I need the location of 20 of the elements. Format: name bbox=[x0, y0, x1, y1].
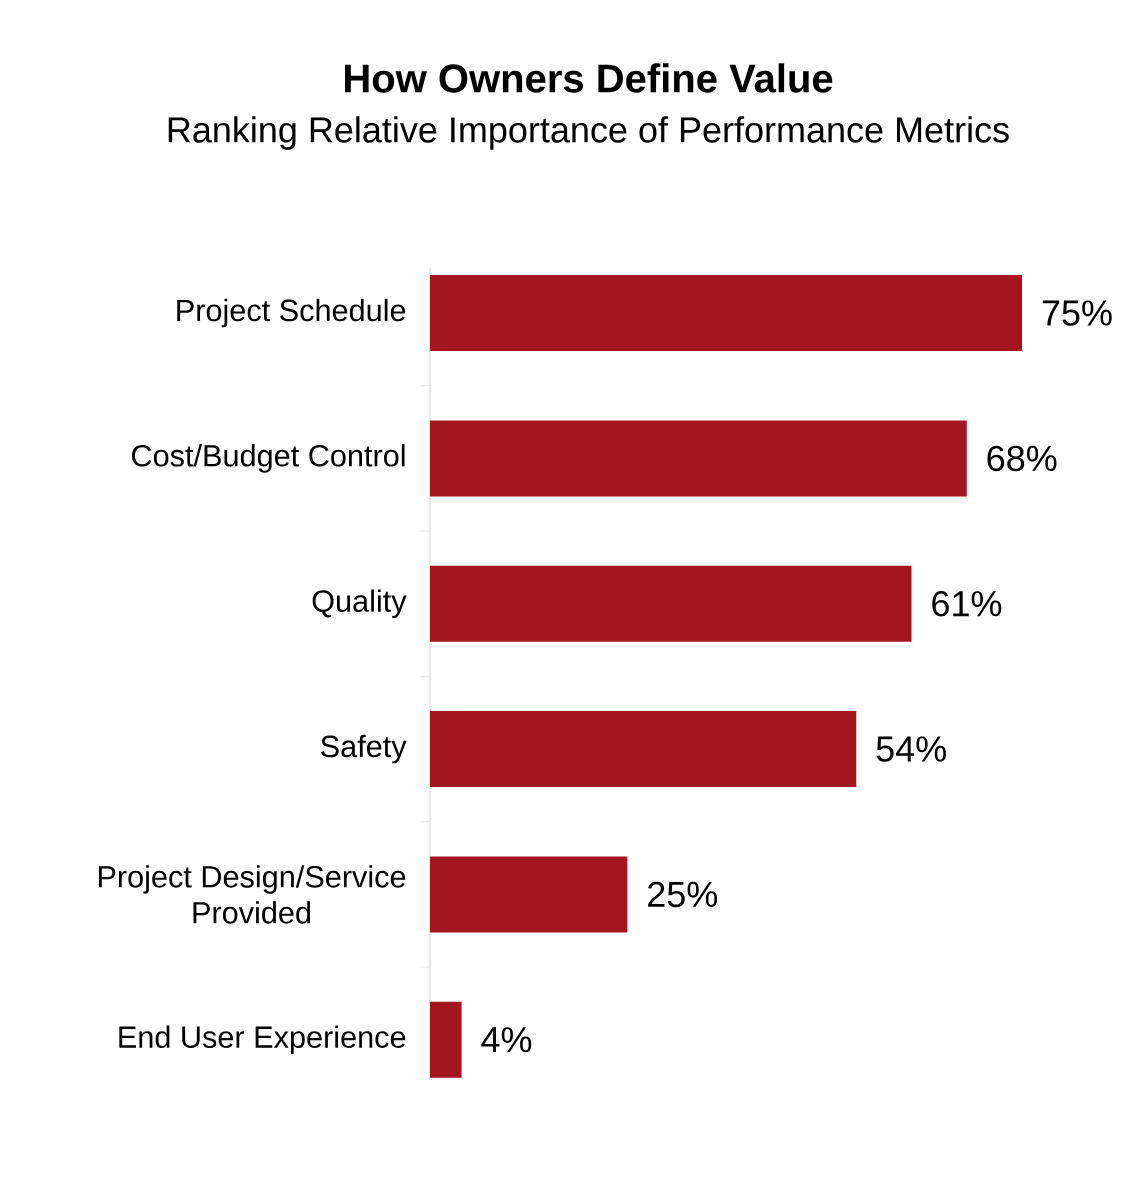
y-tick-label: Quality bbox=[312, 589, 407, 619]
bar bbox=[430, 420, 967, 497]
data-label: 68% bbox=[987, 445, 1057, 472]
data-label: 4% bbox=[481, 1027, 532, 1053]
data-label: 25% bbox=[648, 881, 718, 908]
data-label: 54% bbox=[876, 736, 946, 762]
chart-subtitle: Ranking Relative Importance of Performance Metrics bbox=[168, 116, 1009, 150]
y-tick-label: Project Design/Service Provided bbox=[98, 865, 406, 924]
y-tick-label: Cost/Budget Control bbox=[132, 444, 405, 473]
bar bbox=[430, 275, 1022, 352]
y-tick-label: End User Experience bbox=[119, 1025, 406, 1055]
y-tick-label: Safety bbox=[321, 734, 407, 764]
bar bbox=[430, 711, 857, 788]
bar bbox=[430, 1001, 462, 1078]
data-label: 61% bbox=[932, 590, 1002, 617]
y-tick-label: Project Schedule bbox=[177, 298, 406, 328]
bar bbox=[430, 565, 912, 642]
bar bbox=[430, 856, 628, 933]
data-label: 75% bbox=[1042, 300, 1112, 326]
chart-title: How Owners Define Value bbox=[345, 63, 833, 93]
